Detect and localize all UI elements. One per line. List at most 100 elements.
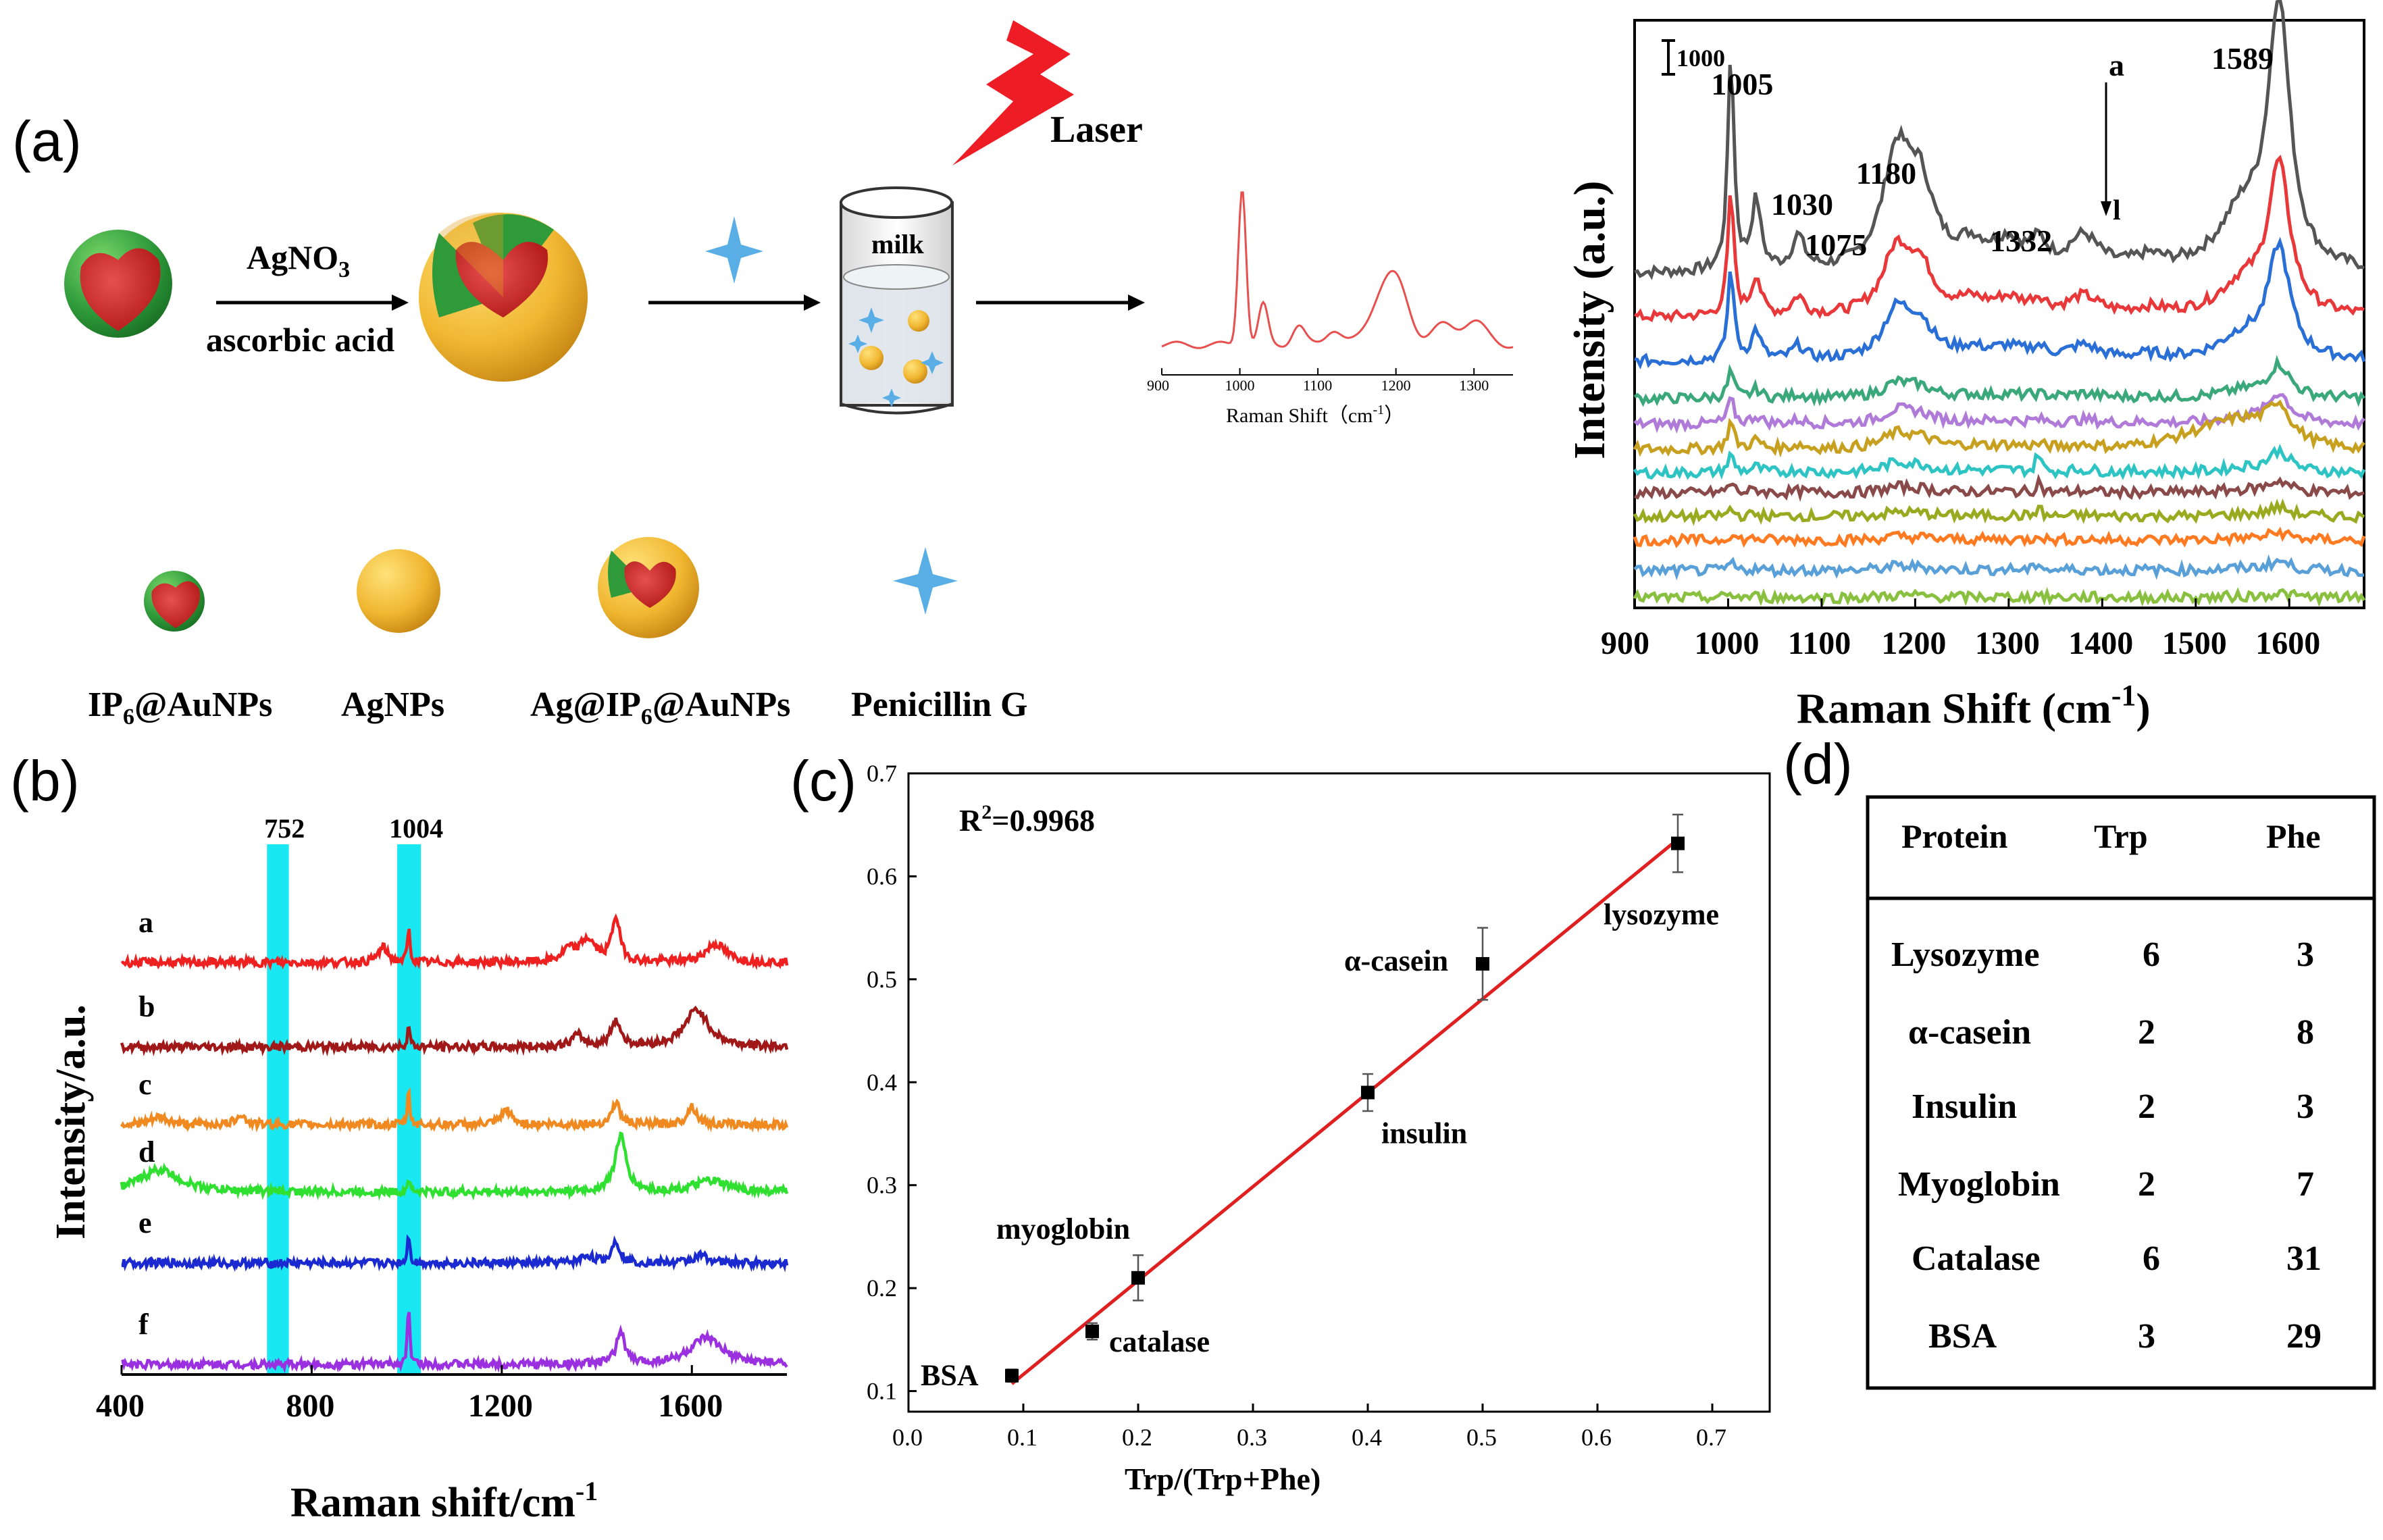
highlight-label: 752 <box>264 813 305 844</box>
legend-penicillin-star-icon <box>893 547 958 615</box>
chart-b-xtick-label: 1200 <box>468 1388 533 1424</box>
inset-tick-label: 1000 <box>1225 377 1255 394</box>
highlight-band-752 <box>267 844 289 1375</box>
peak-label: 1075 <box>1805 228 1867 262</box>
chart-c-ytick-label: 0.5 <box>867 966 897 993</box>
series-arrow-end: l <box>2113 195 2121 226</box>
chart-b-xtick-label: 1600 <box>658 1388 723 1424</box>
table-cell-value: 2 <box>2138 1165 2155 1204</box>
table-cell-value: 29 <box>2286 1317 2322 1356</box>
table-cell-value: 6 <box>2143 1239 2160 1278</box>
point-label: lysozyme <box>1604 898 1719 931</box>
peak-label: 1030 <box>1771 187 1833 222</box>
data-point <box>1476 956 1489 971</box>
legend-agnp-icon <box>357 549 440 633</box>
series-label-e: e <box>138 1206 152 1239</box>
chart-a-xtick-label: 1000 <box>1694 625 1759 661</box>
chart-c-xtick-label: 0.6 <box>1581 1424 1612 1451</box>
data-point <box>1131 1270 1145 1285</box>
data-point <box>1085 1325 1099 1339</box>
chart-c-calibration: (c) 0.0 0.1 0.2 0.3 0.4 0.5 0.6 0.7 0.1 0.2 0.3 0.4… <box>790 749 1771 1496</box>
spectrum-line-j <box>1633 526 2366 548</box>
reagent-agno3: AgNO3 <box>247 238 350 282</box>
chart-a-xtick-label: 1100 <box>1788 625 1851 661</box>
spectrum-line-f <box>1633 399 2365 458</box>
table-cell-protein: α-casein <box>1908 1013 2031 1052</box>
inset-tick-label: 1300 <box>1459 377 1489 394</box>
series-label-a: a <box>138 906 153 939</box>
table-cell-value: 7 <box>2297 1165 2314 1204</box>
table-cell-value: 2 <box>2138 1013 2155 1052</box>
spectrum-line-k <box>1633 554 2365 581</box>
panel-label-b: (b) <box>10 749 80 813</box>
series-label-d: d <box>138 1135 155 1169</box>
beaker-label: milk <box>871 229 925 259</box>
table-cell-value: 3 <box>2297 1087 2314 1126</box>
table-header-trp: Trp <box>2094 817 2148 855</box>
chart-c-xlabel: Trp/(Trp+Phe) <box>1125 1462 1321 1496</box>
table-cell-value: 3 <box>2297 935 2314 974</box>
chart-a-xlabel: Raman Shift (cm-1) <box>1797 679 2151 732</box>
series-label-f: f <box>138 1308 149 1341</box>
legend-label-agnps: AgNPs <box>341 686 444 724</box>
scheme-legend: IP6@AuNPs AgNPs Ag@IP6@AuNPs Penicillin … <box>88 537 1027 729</box>
chart-b-xtick-label: 800 <box>286 1388 334 1424</box>
chart-a-frame <box>1633 19 2365 609</box>
table-cell-value: 3 <box>2138 1317 2155 1356</box>
data-point <box>1005 1368 1019 1383</box>
chart-a-xtick-label: 1400 <box>2068 625 2133 661</box>
table-cell-value: 31 <box>2286 1239 2322 1278</box>
spectrum-line-d <box>1633 355 2365 407</box>
r2-label: R2=0.9968 <box>959 801 1095 838</box>
spectrum-line-a <box>1634 0 2365 280</box>
chart-a-xtick-label: 1500 <box>2162 625 2227 661</box>
spectrum-line-f <box>121 1312 788 1374</box>
chart-a-xtick-label: 1300 <box>1975 625 2040 661</box>
reagent-ascorbic-acid: ascorbic acid <box>206 321 394 359</box>
chart-a-xtick-label: 1200 <box>1881 625 1946 661</box>
spectrum-line-g <box>1633 444 2366 481</box>
chart-a-raman-spectra: 900 1000 1100 1200 1300 1400 1500 1600 1005 1030… <box>1565 0 2366 732</box>
ip6-aunp-particle-large <box>64 230 172 338</box>
chart-b-ylabel: Intensity/a.u. <box>48 1004 94 1239</box>
spectrum-line-c <box>1634 236 2366 369</box>
chart-c-ytick-label: 0.7 <box>867 760 897 787</box>
table-cell-value: 8 <box>2297 1013 2314 1052</box>
scale-bar-label: 1000 <box>1676 45 1725 72</box>
chart-c-xtick-label: 0.5 <box>1466 1424 1497 1451</box>
inset-spectrum: 900 1000 1100 1200 1300 Raman Shift（cm-1） <box>1147 191 1514 427</box>
table-d-protein-composition: (d) Protein Trp Phe Lysozyme 6 3 α-casein 2 8 Ins… <box>1783 732 2376 1390</box>
legend-label-ag-ip6-aunps: Ag@IP6@AuNPs <box>530 686 790 729</box>
chart-c-xtick-label: 0.4 <box>1352 1424 1382 1451</box>
spectrum-line-b <box>120 1005 789 1057</box>
penicillin-star-icon <box>705 216 763 284</box>
chart-b-xlabel: Raman shift/cm-1 <box>290 1476 598 1526</box>
spectrum-line-b <box>1633 155 2365 324</box>
chart-c-ytick-label: 0.3 <box>867 1172 897 1199</box>
chart-c-ytick-label: 0.6 <box>867 863 897 890</box>
arrowhead-icon <box>1128 294 1145 311</box>
ag-ip6-aunp-particle-large <box>419 212 588 382</box>
spectrum-line-h <box>1634 473 2365 503</box>
chart-a-xtick-label: 1600 <box>2255 625 2320 661</box>
spectrum-line-a <box>120 913 789 972</box>
table-d-frame <box>1866 795 2376 1390</box>
arrowhead-icon <box>392 294 409 311</box>
chart-a-xtick-label: 900 <box>1601 625 1649 661</box>
spectrum-line-c <box>120 1087 789 1133</box>
inset-tick-label: 1100 <box>1303 377 1332 394</box>
table-cell-protein: Myoglobin <box>1898 1165 2060 1204</box>
series-label-c: c <box>138 1068 152 1101</box>
inset-tick-label: 1200 <box>1381 377 1411 394</box>
legend-label-penicillin-g: Penicillin G <box>851 686 1027 724</box>
peak-label: 1005 <box>1711 67 1773 101</box>
arrowhead-icon <box>2101 201 2111 216</box>
legend-ip6-aunp-icon <box>144 571 205 632</box>
chart-c-frame <box>907 772 1771 1413</box>
chart-c-ytick-label: 0.1 <box>867 1378 897 1405</box>
chart-c-xtick-label: 0.1 <box>1007 1424 1037 1451</box>
spectrum-line-l <box>1633 586 2366 607</box>
inset-spectrum-line <box>1161 191 1514 349</box>
table-header-phe: Phe <box>2266 817 2321 855</box>
